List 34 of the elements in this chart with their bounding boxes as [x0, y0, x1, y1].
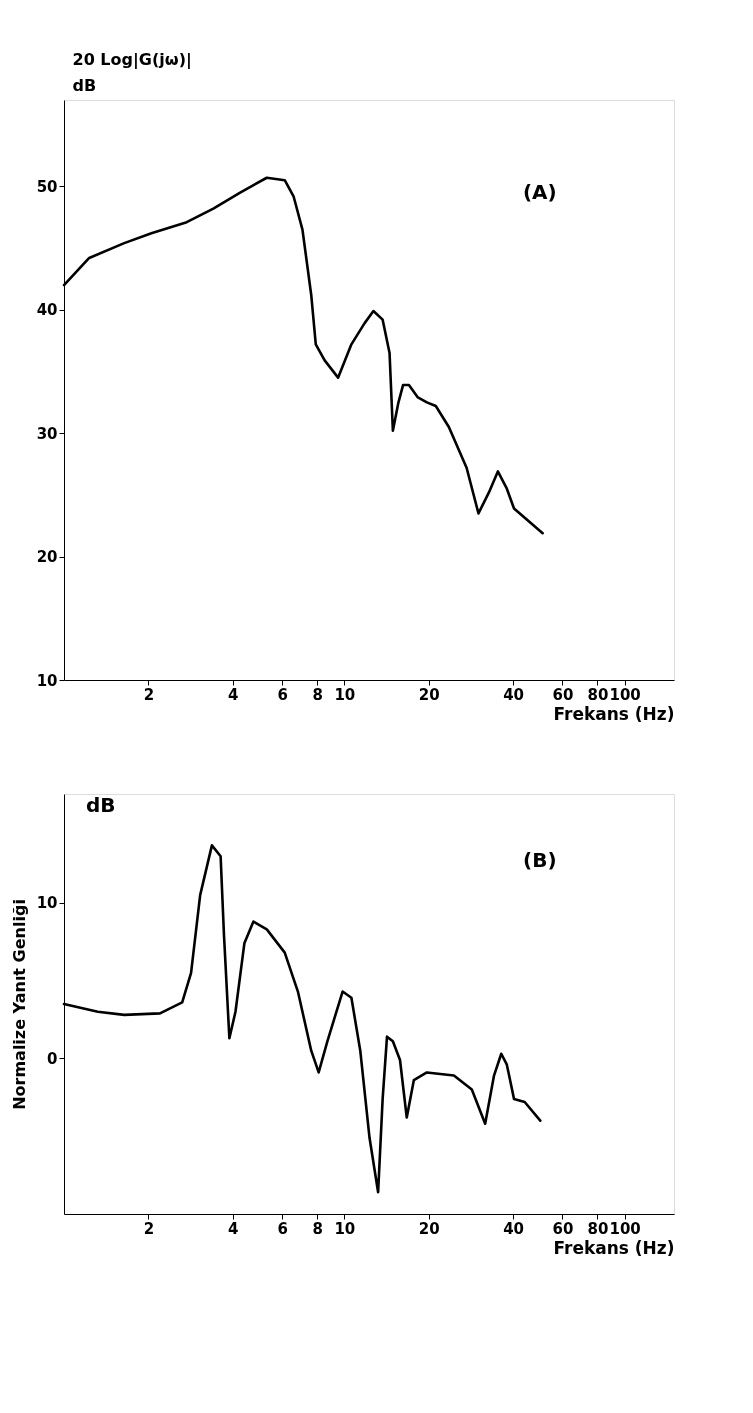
y-axis-title: 20 Log|G(jω)| dB	[72, 49, 192, 95]
x-tick-label: 6	[277, 1219, 288, 1238]
x-tick-label: 6	[277, 685, 288, 704]
x-tick-label: 20	[418, 1219, 440, 1238]
x-tick-label: 60	[552, 1219, 574, 1238]
x-tick-label: 20	[418, 685, 440, 704]
annotation: (B)	[523, 848, 557, 873]
y-tick-label: 0	[47, 1049, 58, 1068]
x-axis-title: Frekans (Hz)	[553, 703, 675, 724]
x-tick-label: 80	[587, 685, 609, 704]
x-tick-label: 100	[609, 1219, 641, 1238]
x-tick-label: 2	[143, 685, 155, 704]
x-tick-label: 60	[552, 685, 574, 704]
x-tick-label: 80	[587, 1219, 609, 1238]
x-tick-label: 10	[334, 1219, 356, 1238]
x-tick-label: 2	[143, 1219, 155, 1238]
x-tick-label: 40	[503, 685, 525, 704]
y-tick-label: 50	[36, 177, 58, 196]
x-tick-label: 40	[503, 1219, 525, 1238]
annotation: (A)	[522, 179, 557, 204]
x-tick-label: 4	[228, 685, 239, 704]
y-axis-title: Normalize Yanıt Genliği	[9, 899, 29, 1110]
y-tick-label: 20	[36, 548, 58, 567]
y-tick-label: 30	[36, 424, 58, 443]
x-tick-label: 100	[609, 685, 641, 704]
x-tick-label: 4	[228, 1219, 239, 1238]
y-tick-label: 10	[36, 671, 58, 690]
x-tick-label: 10	[334, 685, 356, 704]
y-tick-label: 10	[36, 894, 58, 913]
x-axis-title: Frekans (Hz)	[553, 1237, 675, 1258]
y-tick-label: 40	[36, 301, 58, 320]
x-tick-label: 8	[312, 685, 323, 704]
x-tick-label: 8	[312, 1219, 323, 1238]
annotation: dB	[86, 793, 116, 817]
